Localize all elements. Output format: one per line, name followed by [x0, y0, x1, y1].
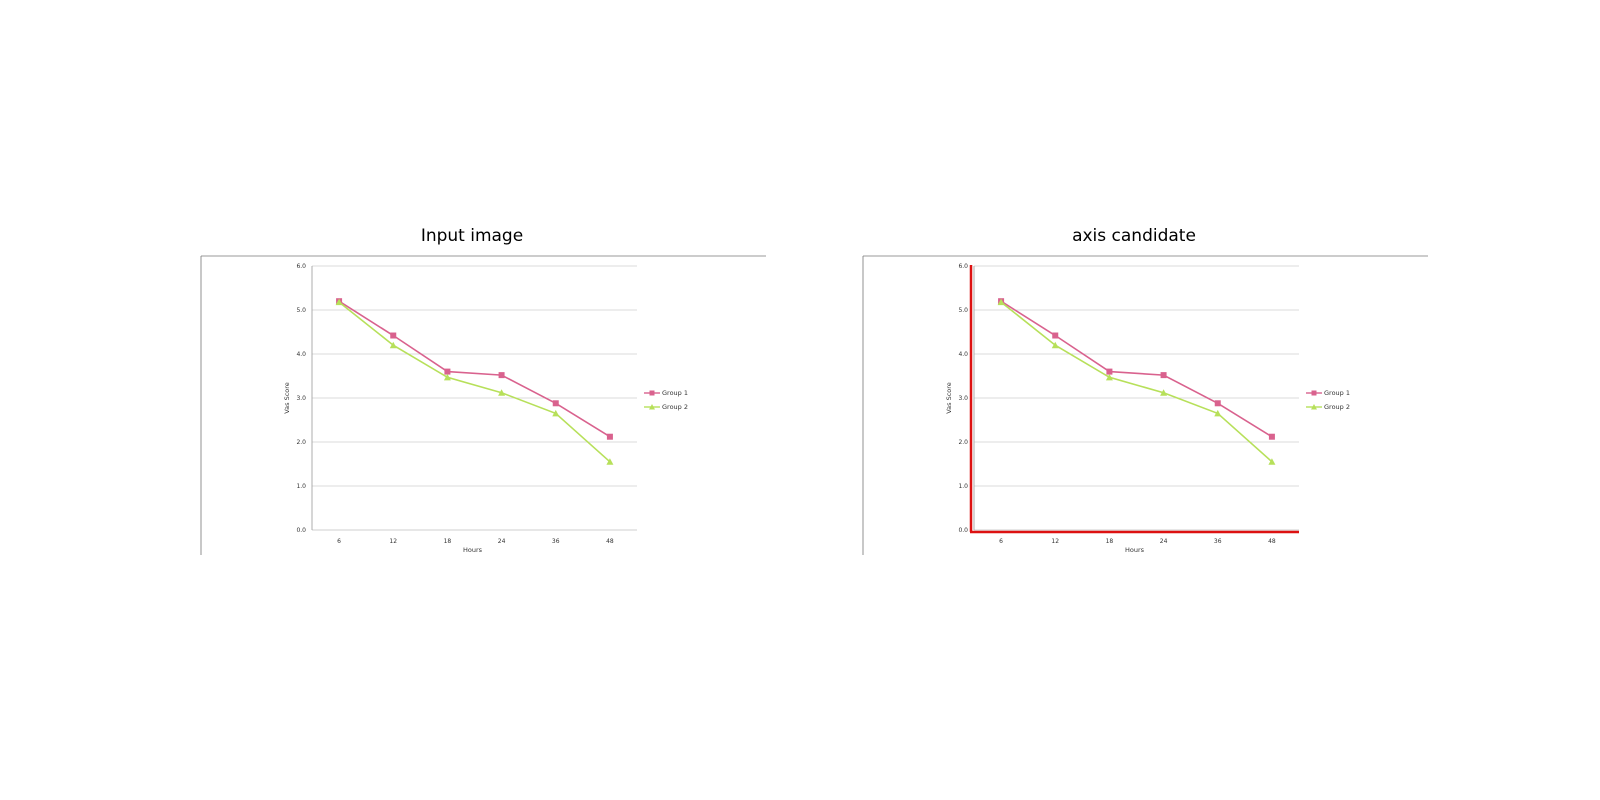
- series-line-group-1: [338, 300, 611, 438]
- legend-label-group-2: Group 2: [1324, 403, 1350, 411]
- data-point-group-1: [1268, 433, 1275, 440]
- x-tick-label: 24: [1160, 538, 1168, 545]
- y-tick-label: 3.0: [296, 395, 306, 402]
- data-point-group-1: [444, 368, 451, 375]
- y-tick-label: 5.0: [958, 307, 968, 314]
- data-point-group-2: [1051, 341, 1059, 349]
- y-tick-label: 6.0: [296, 263, 306, 270]
- series-line-group-1: [1000, 300, 1273, 438]
- data-point-group-1: [1214, 400, 1221, 407]
- x-tick-label: 36: [552, 538, 560, 545]
- x-tick-label: 6: [999, 538, 1003, 545]
- y-tick-label: 2.0: [958, 439, 968, 446]
- panel-title-input: Input image: [420, 226, 524, 246]
- x-tick-label: 18: [444, 538, 452, 545]
- data-point-group-2: [552, 409, 560, 417]
- legend-marker-group-2: [1311, 404, 1317, 410]
- y-tick-label: 4.0: [958, 351, 968, 358]
- data-point-group-2: [443, 373, 451, 381]
- data-point-group-2: [498, 389, 506, 396]
- series-line-group-2: [1000, 301, 1273, 463]
- y-axis-label: Vas Score: [945, 382, 953, 414]
- x-tick-label: 36: [1214, 538, 1222, 545]
- data-point-group-2: [997, 298, 1005, 306]
- x-tick-label: 48: [606, 538, 614, 545]
- y-tick-label: 1.0: [958, 483, 968, 490]
- y-tick-label: 2.0: [296, 439, 306, 446]
- x-tick-label: 12: [1051, 538, 1059, 545]
- x-axis-label: Hours: [1125, 546, 1145, 554]
- data-point-group-2: [389, 341, 397, 349]
- x-tick-label: 6: [337, 538, 341, 545]
- y-tick-label: 6.0: [958, 263, 968, 270]
- y-tick-label: 0.0: [296, 527, 306, 534]
- y-tick-label: 4.0: [296, 351, 306, 358]
- series-line-group-2: [338, 301, 611, 463]
- x-tick-label: 48: [1268, 538, 1276, 545]
- data-point-group-1: [552, 400, 559, 407]
- data-point-group-1: [1106, 368, 1113, 375]
- chart-panel-1: 0.0 1.0 2.0 3.0 4.0 5.0 6.0 6 12 18 24 36 48 Hours Vas…: [200, 255, 766, 555]
- y-tick-label: 1.0: [296, 483, 306, 490]
- y-tick-label: 0.0: [958, 527, 968, 534]
- x-tick-label: 24: [498, 538, 506, 545]
- data-point-group-2: [1214, 409, 1222, 417]
- legend-label-group-1: Group 1: [1324, 389, 1350, 397]
- data-point-group-1: [1052, 332, 1059, 339]
- data-point-group-1: [606, 433, 613, 440]
- panel-title-axis-candidate: axis candidate: [1072, 226, 1196, 246]
- y-tick-label: 5.0: [296, 307, 306, 314]
- x-axis-label: Hours: [463, 546, 483, 554]
- legend-marker-group-1: [649, 390, 655, 396]
- data-point-group-2: [606, 458, 614, 465]
- data-point-group-1: [1160, 372, 1167, 379]
- data-point-group-1: [498, 372, 505, 379]
- data-point-group-2: [1160, 389, 1168, 396]
- data-point-group-1: [390, 332, 397, 339]
- x-tick-label: 12: [389, 538, 397, 545]
- legend-marker-group-2: [649, 404, 655, 410]
- x-tick-label: 18: [1106, 538, 1114, 545]
- data-point-group-2: [1268, 458, 1276, 465]
- data-point-group-2: [335, 298, 343, 306]
- legend-marker-group-1: [1311, 390, 1317, 396]
- data-point-group-2: [1105, 373, 1113, 381]
- y-tick-label: 3.0: [958, 395, 968, 402]
- chart-panel-2: 0.0 1.0 2.0 3.0 4.0 5.0 6.0 6 12 18 24 36 48 Hours Vas…: [862, 255, 1428, 555]
- y-axis-label: Vas Score: [283, 382, 291, 414]
- legend-label-group-1: Group 1: [662, 389, 688, 397]
- legend-label-group-2: Group 2: [662, 403, 688, 411]
